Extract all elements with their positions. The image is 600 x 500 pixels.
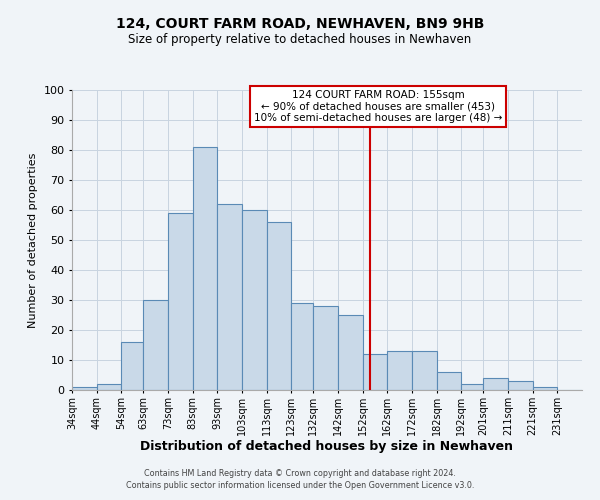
- Bar: [193, 147, 217, 390]
- Bar: [121, 342, 143, 390]
- Bar: [388, 351, 412, 390]
- Bar: [168, 213, 193, 390]
- Bar: [72, 387, 97, 390]
- Bar: [266, 222, 291, 390]
- Text: Size of property relative to detached houses in Newhaven: Size of property relative to detached ho…: [128, 32, 472, 46]
- Y-axis label: Number of detached properties: Number of detached properties: [28, 152, 38, 328]
- Bar: [338, 315, 363, 390]
- Text: Contains public sector information licensed under the Open Government Licence v3: Contains public sector information licen…: [126, 481, 474, 490]
- Bar: [291, 303, 313, 390]
- Text: Contains HM Land Registry data © Crown copyright and database right 2024.: Contains HM Land Registry data © Crown c…: [144, 468, 456, 477]
- Bar: [508, 381, 533, 390]
- Bar: [313, 306, 338, 390]
- Bar: [437, 372, 461, 390]
- X-axis label: Distribution of detached houses by size in Newhaven: Distribution of detached houses by size …: [140, 440, 514, 454]
- Bar: [143, 300, 168, 390]
- Bar: [242, 210, 266, 390]
- Bar: [217, 204, 242, 390]
- Bar: [412, 351, 437, 390]
- Bar: [461, 384, 484, 390]
- Bar: [533, 387, 557, 390]
- Text: 124, COURT FARM ROAD, NEWHAVEN, BN9 9HB: 124, COURT FARM ROAD, NEWHAVEN, BN9 9HB: [116, 18, 484, 32]
- Bar: [484, 378, 508, 390]
- Bar: [97, 384, 121, 390]
- Text: 124 COURT FARM ROAD: 155sqm
← 90% of detached houses are smaller (453)
10% of se: 124 COURT FARM ROAD: 155sqm ← 90% of det…: [254, 90, 502, 123]
- Bar: [363, 354, 388, 390]
